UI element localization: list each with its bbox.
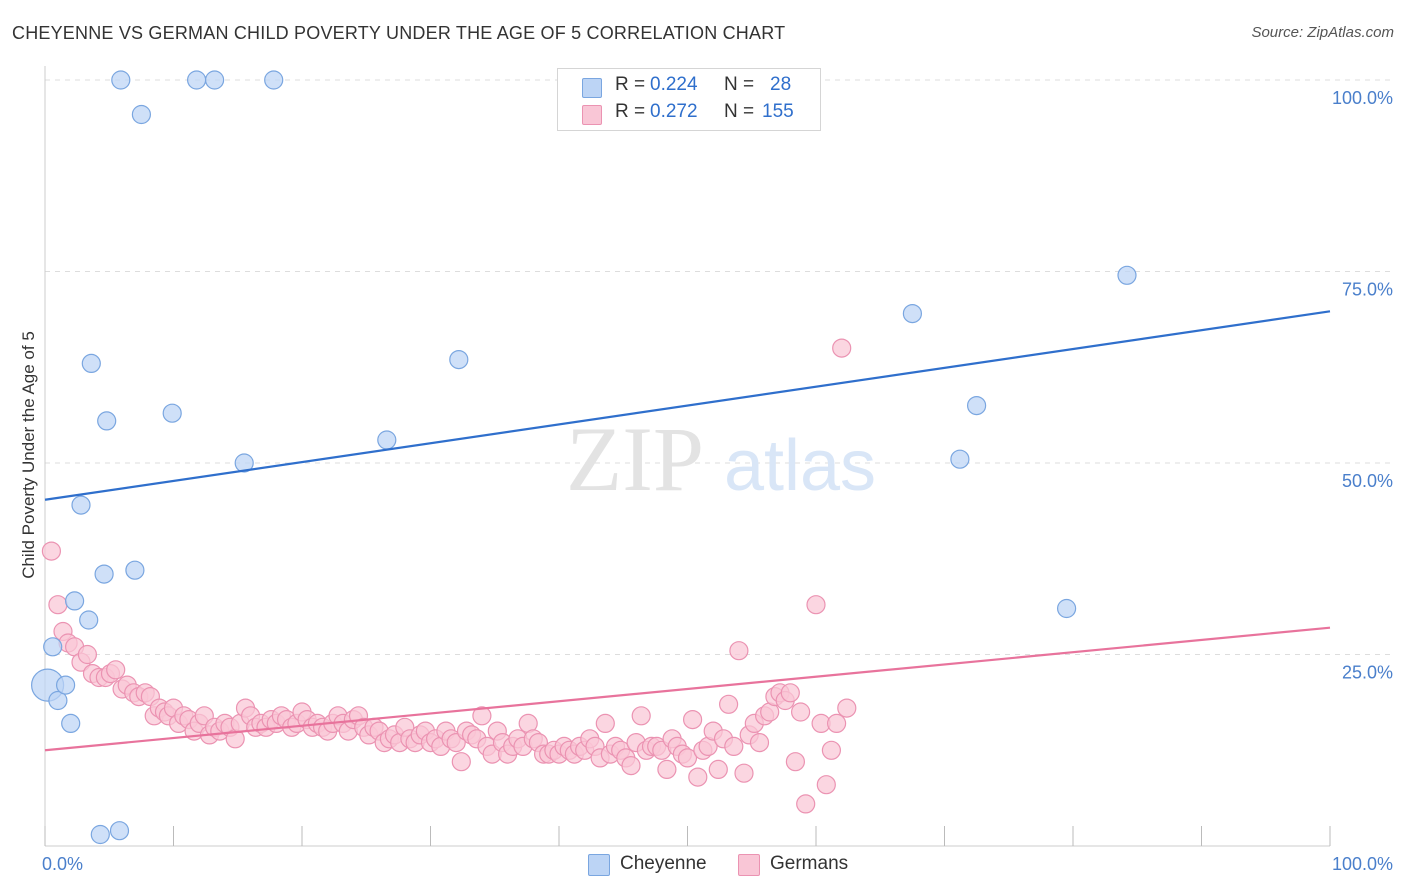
watermark-zip: ZIP <box>566 408 704 510</box>
germans-point-150 <box>826 713 847 734</box>
cheyenne-point-6 <box>71 495 91 515</box>
cheyenne-points <box>30 70 1137 845</box>
germans-point-131 <box>724 736 744 757</box>
y-tick-label-2: 75.0% <box>1342 280 1393 300</box>
germans-point-143 <box>785 752 806 772</box>
cheyenne-swatch <box>582 78 602 98</box>
cheyenne-point-20 <box>264 70 284 90</box>
cheyenne-r-label: R = <box>615 74 646 95</box>
watermark-atlas: atlas <box>724 426 876 506</box>
cheyenne-point-19 <box>234 453 254 473</box>
germans-point-122 <box>677 748 698 768</box>
cheyenne-point-2 <box>48 690 68 711</box>
cheyenne-point-13 <box>109 821 130 841</box>
cheyenne-trend-line <box>44 310 1331 501</box>
germans-point-118 <box>657 759 677 780</box>
germans-swatch <box>582 105 602 125</box>
legend-germans-label: Germans <box>770 853 849 874</box>
germans-point-145 <box>796 794 816 814</box>
germans-point-144 <box>790 702 811 722</box>
cheyenne-point-22 <box>449 350 469 370</box>
cheyenne-point-25 <box>966 396 987 416</box>
source-credit: Source: ZipAtlas.com <box>1251 24 1394 41</box>
germans-points <box>41 338 857 814</box>
germans-point-133 <box>734 763 754 783</box>
axes <box>44 66 1331 847</box>
germans-point-136 <box>749 732 770 753</box>
germans-trend-line <box>44 626 1331 752</box>
cheyenne-point-7 <box>79 610 99 630</box>
germans-point-142 <box>780 683 800 703</box>
germans-point-132 <box>729 641 749 661</box>
cheyenne-point-12 <box>111 70 131 90</box>
germans-point-82 <box>472 706 492 726</box>
watermark: ZIP atlas <box>566 408 876 510</box>
germans-n-value: 155 <box>762 101 794 122</box>
cheyenne-point-5 <box>64 591 85 611</box>
y-tick-label-1: 50.0% <box>1342 471 1393 491</box>
germans-point-0 <box>41 541 62 561</box>
germans-point-149 <box>821 740 842 760</box>
germans-point-124 <box>688 767 708 787</box>
legend-germans-swatch <box>738 854 760 876</box>
cheyenne-point-14 <box>125 560 145 580</box>
cheyenne-point-4 <box>61 713 81 734</box>
gridlines <box>45 79 1395 655</box>
cheyenne-point-17 <box>187 70 207 90</box>
cheyenne-point-21 <box>377 430 397 450</box>
germans-point-78 <box>451 752 471 772</box>
germans-point-1 <box>48 595 68 615</box>
germans-r-label: R = <box>615 101 646 122</box>
germans-point-146 <box>806 595 826 615</box>
cheyenne-point-10 <box>94 564 114 584</box>
germans-point-130 <box>718 694 739 714</box>
cheyenne-point-27 <box>1117 265 1137 285</box>
cheyenne-point-18 <box>205 70 225 90</box>
cheyenne-point-15 <box>131 104 151 125</box>
cheyenne-point-11 <box>97 411 117 431</box>
germans-point-148 <box>816 775 836 795</box>
x-tick-label-1: 100.0% <box>1332 854 1393 874</box>
tick-labels: 25.0% 50.0% 75.0% 100.0% 0.0% 100.0% <box>42 88 1393 874</box>
germans-point-6 <box>77 644 98 665</box>
germans-point-123 <box>682 709 703 730</box>
cheyenne-n-value: 28 <box>770 74 792 95</box>
germans-point-113 <box>631 706 651 726</box>
germans-n-label: N = <box>724 101 755 122</box>
germans-r-value: 0.272 <box>650 101 698 122</box>
germans-point-128 <box>708 759 728 780</box>
cheyenne-n-label: N = <box>724 74 755 95</box>
y-tick-label-0: 25.0% <box>1342 663 1393 683</box>
germans-point-151 <box>832 338 852 358</box>
chart-title: CHEYENNE VS GERMAN CHILD POVERTY UNDER T… <box>12 23 786 43</box>
stats-legend: R = 0.224 N = 28 R = 0.272 N = 155 <box>557 68 821 131</box>
cheyenne-point-24 <box>950 449 970 469</box>
cheyenne-point-3 <box>55 675 76 695</box>
germans-point-106 <box>595 713 615 734</box>
cheyenne-point-16 <box>162 403 182 423</box>
x-tick-label-0: 0.0% <box>42 854 83 874</box>
cheyenne-point-26 <box>1056 598 1077 619</box>
cheyenne-point-8 <box>81 353 101 373</box>
germans-point-152 <box>837 698 857 718</box>
y-tick-label-3: 100.0% <box>1332 88 1393 108</box>
germans-point-111 <box>621 755 641 776</box>
trend-lines <box>44 310 1331 752</box>
legend-cheyenne-label: Cheyenne <box>620 853 707 874</box>
cheyenne-point-1 <box>43 637 63 657</box>
cheyenne-r-value: 0.224 <box>650 74 698 95</box>
germans-point-11 <box>106 660 126 680</box>
legend-cheyenne-swatch <box>588 854 610 876</box>
cheyenne-point-23 <box>902 304 923 324</box>
cheyenne-point-9 <box>90 824 110 845</box>
